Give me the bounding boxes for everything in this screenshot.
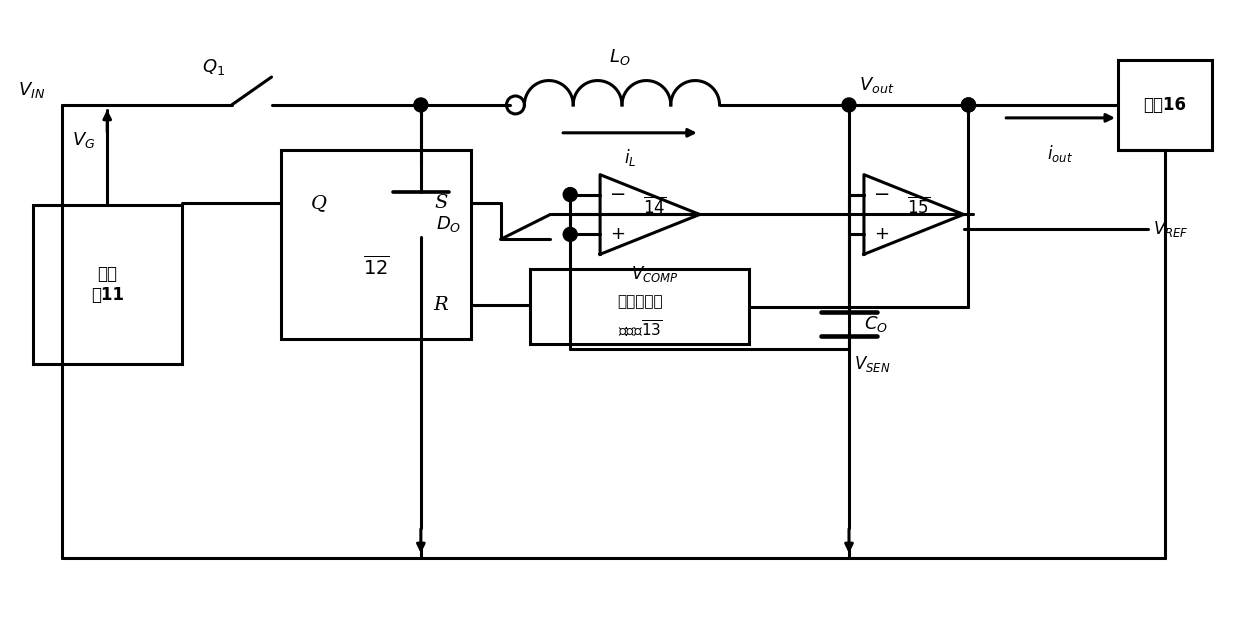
Text: $V_{IN}$: $V_{IN}$ [17,80,45,100]
Text: $i_L$: $i_L$ [623,147,636,167]
Text: 恒定导通时: 恒定导通时 [617,294,663,309]
Text: $C_O$: $C_O$ [864,314,888,334]
Text: 负载16: 负载16 [1144,96,1186,114]
Text: $Q_1$: $Q_1$ [202,57,224,77]
Text: $V_{REF}$: $V_{REF}$ [1152,220,1188,240]
Circle shape [961,98,975,112]
Text: $V_{SEN}$: $V_{SEN}$ [854,354,891,374]
Circle shape [564,227,577,242]
Circle shape [414,98,427,112]
FancyBboxPatch shape [32,205,182,364]
Text: 间电路$\overline{13}$: 间电路$\overline{13}$ [617,318,662,339]
Circle shape [564,187,577,202]
Text: $\overline{12}$: $\overline{12}$ [363,255,389,279]
FancyBboxPatch shape [530,269,750,344]
Text: +: + [610,225,624,243]
Text: $V_{out}$: $V_{out}$ [859,75,895,95]
Text: +: + [873,225,888,243]
Text: $\overline{15}$: $\overline{15}$ [907,196,930,217]
FancyBboxPatch shape [1118,60,1213,150]
Text: $L_O$: $L_O$ [610,47,631,67]
Circle shape [961,98,975,112]
Text: R: R [434,296,449,314]
FancyBboxPatch shape [281,150,471,339]
Polygon shape [393,192,449,237]
Text: $\overline{14}$: $\overline{14}$ [643,196,667,217]
Text: S: S [434,194,447,212]
Text: $V_{COMP}$: $V_{COMP}$ [631,264,679,284]
Text: −: − [610,185,627,204]
Text: −: − [873,185,891,204]
Text: $V_G$: $V_G$ [72,130,95,150]
Text: $i_{out}$: $i_{out}$ [1047,143,1073,164]
Text: 驱动
器11: 驱动 器11 [90,265,124,303]
Circle shape [843,98,856,112]
Text: Q: Q [311,194,327,212]
Text: $D_O$: $D_O$ [436,214,461,234]
